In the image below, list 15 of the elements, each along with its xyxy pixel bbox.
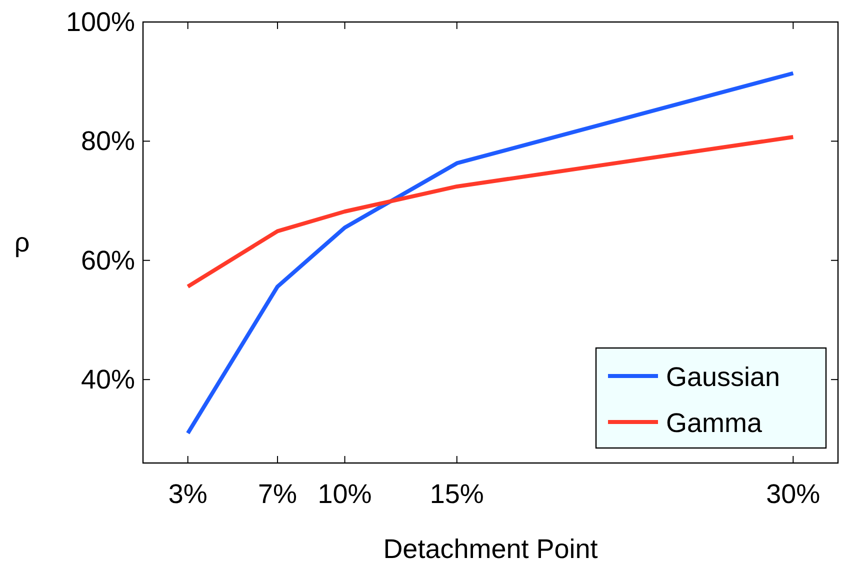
y-tick-label: 80%	[80, 126, 135, 156]
line-series	[186, 71, 796, 436]
x-tick-label: 3%	[168, 479, 208, 509]
x-tick-label: 7%	[258, 479, 298, 509]
legend-label: Gamma	[666, 408, 763, 438]
x-axis-title: Detachment Point	[383, 534, 598, 564]
y-axis-title: ρ	[14, 228, 30, 258]
legend-label: Gaussian	[666, 362, 780, 392]
y-tick-label: 40%	[80, 364, 135, 395]
y-tick-label: 60%	[80, 245, 135, 276]
x-tick-label: 30%	[766, 479, 820, 509]
line-series	[186, 135, 796, 289]
x-tick-label: 15%	[430, 479, 484, 509]
x-tick-label: 10%	[318, 479, 372, 509]
y-tick-label: 100%	[66, 7, 135, 37]
